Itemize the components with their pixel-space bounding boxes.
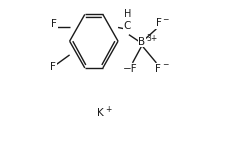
Text: F: F (51, 19, 57, 29)
Text: F: F (156, 18, 162, 28)
Text: H: H (124, 9, 131, 19)
Text: +: + (105, 105, 111, 114)
Text: −F: −F (123, 64, 138, 74)
Text: K: K (97, 108, 104, 119)
Text: −: − (163, 15, 169, 24)
Text: C: C (124, 21, 131, 31)
Text: F: F (155, 64, 161, 74)
Text: F: F (50, 62, 56, 72)
Text: −: − (162, 61, 168, 69)
Text: 3+: 3+ (146, 34, 157, 43)
Text: B: B (138, 37, 146, 47)
